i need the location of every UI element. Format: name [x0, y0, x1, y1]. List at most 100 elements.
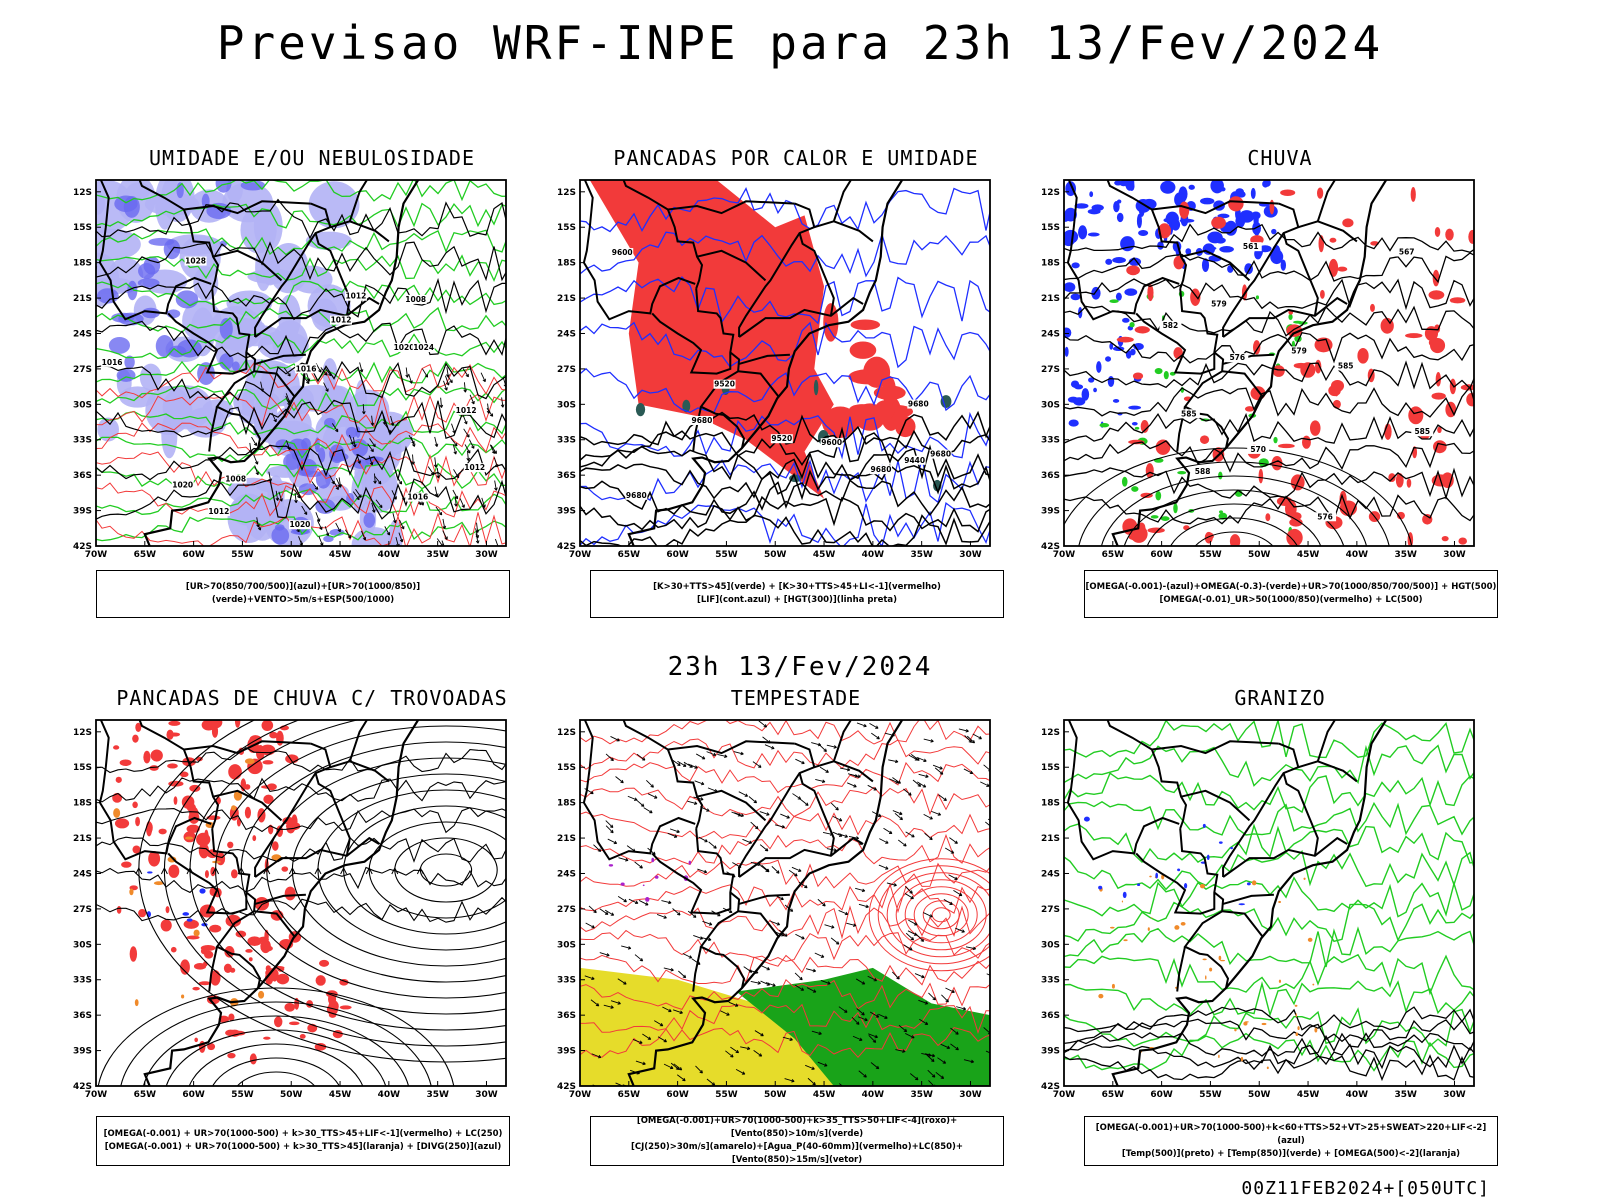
severe-storm-area — [643, 884, 645, 886]
omega500-area — [1308, 938, 1313, 942]
legend-line: [K>30+TTS>45](verde) + [K>30+TTS>45+LI<-… — [653, 581, 941, 594]
thunderstorm-area — [289, 1021, 300, 1025]
convection-area-orange — [194, 930, 200, 937]
wind-vector — [702, 921, 711, 925]
omega500-area — [1279, 980, 1281, 983]
convection-area-orange — [135, 999, 139, 1006]
rain-area-red — [1117, 337, 1134, 343]
temp850-contour — [1054, 802, 1478, 835]
legend-line: [OMEGA(-0.001)+UR>70(1000-500)+k>35_TTS>… — [591, 1115, 1003, 1141]
thunderstorm-area — [120, 759, 132, 766]
omega-area-blue — [1074, 384, 1083, 389]
omega500-area — [1303, 878, 1305, 880]
hgt-label: 9520 — [771, 434, 792, 443]
wind-vector — [792, 794, 800, 800]
lat-label: 12S — [73, 188, 92, 198]
weather-map: 12S 15S 18S 21S 24S 27S 30S 33S 36S 39S 42S70W 65W 6… — [66, 712, 536, 1112]
thunderstorm-area — [113, 745, 119, 749]
wind-vector — [481, 373, 485, 382]
thunderstorm-area — [143, 751, 150, 764]
omega-area-blue — [1108, 376, 1114, 387]
wind-vector — [254, 455, 258, 464]
stream-arrow — [161, 1098, 167, 1104]
isobar-label: 1016 — [407, 493, 428, 502]
rain-area-red — [1211, 217, 1226, 229]
omega-area-blue — [1171, 219, 1180, 231]
lat-label: 15S — [1041, 763, 1060, 773]
severe-storm-area — [655, 875, 659, 878]
rain-area-red — [1200, 435, 1209, 444]
omega500-area — [1243, 1022, 1247, 1026]
omega-area-green — [1177, 471, 1186, 474]
omega-area-blue — [1119, 180, 1127, 186]
convection-area-orange — [129, 889, 133, 896]
wind-vector — [443, 519, 446, 529]
political-border — [1181, 251, 1249, 281]
hgt500-label: 579 — [1211, 300, 1227, 309]
isobar-label: 1020 — [394, 343, 415, 352]
wind-vector — [770, 921, 779, 925]
rain-area-red — [1432, 393, 1446, 400]
thunderstorm-area — [192, 987, 199, 991]
stream-arrow — [1141, 558, 1147, 564]
page-title: Previsao WRF-INPE para 23h 13/Fev/2024 — [0, 16, 1600, 70]
rain-area-red — [1179, 201, 1189, 218]
wind-vector — [761, 965, 770, 969]
thunderstorm-area — [130, 946, 137, 962]
wind-vector — [589, 906, 596, 913]
omega-area-green — [1218, 472, 1222, 480]
thunderstorm-area — [151, 750, 163, 762]
wind-vector — [494, 458, 498, 468]
legend-line: [OMEGA(-0.001)+UR>70(1000-500)+k<60+TTS>… — [1085, 1122, 1497, 1148]
wind-vector — [931, 811, 940, 815]
wind-vector — [696, 754, 705, 759]
wind-vector — [760, 812, 769, 816]
lon-label: 45W — [1297, 1090, 1320, 1100]
rain-area-red — [1342, 218, 1353, 227]
omega500-area — [1252, 880, 1256, 885]
lat-label: 33S — [557, 436, 576, 446]
wind-vector — [944, 899, 953, 904]
wind-vector — [434, 457, 437, 467]
wind-vector — [316, 512, 320, 521]
moisture-area — [814, 380, 819, 395]
wind-vector — [775, 825, 785, 828]
lon-label: 55W — [1199, 1090, 1222, 1100]
omega500-area — [1203, 959, 1207, 961]
wind-vector — [919, 774, 929, 777]
rain-area-red — [1300, 362, 1315, 377]
thunderstorm-area — [245, 949, 252, 953]
isobar-label: 1024 — [413, 343, 434, 352]
thunderstorm-area — [263, 1037, 270, 1040]
map-frame — [1064, 720, 1474, 1086]
lat-label: 27S — [73, 905, 92, 915]
thunderstorm-area — [138, 909, 146, 917]
omega-area-blue — [1262, 180, 1269, 187]
thunderstorm-area — [340, 1005, 352, 1009]
omega-area-blue — [1105, 259, 1112, 265]
omega-area-blue — [1073, 397, 1085, 405]
rain-area-red — [1126, 265, 1140, 275]
omega-area-blue — [1219, 246, 1234, 253]
omega-area-green — [1273, 437, 1277, 443]
hail-risk-area — [1184, 883, 1187, 888]
lat-label: 27S — [557, 905, 576, 915]
thunderstorm-area — [210, 867, 215, 876]
wind-vector — [806, 969, 816, 972]
lat-label: 18S — [73, 259, 92, 269]
omega-area-blue — [1254, 229, 1259, 236]
moisture-area — [636, 403, 645, 416]
thunderstorm-area — [202, 719, 216, 730]
wind-vector — [249, 443, 252, 453]
wind-vector — [670, 829, 679, 833]
omega500-area — [1262, 1023, 1267, 1025]
political-border — [701, 892, 744, 988]
omega-area-blue — [1088, 209, 1101, 214]
hgt500-label: 585 — [1414, 427, 1430, 436]
lat-label: 15S — [557, 763, 576, 773]
wind-vector — [621, 946, 631, 949]
lon-label: 60W — [182, 550, 205, 560]
lon-label: 50W — [1248, 550, 1271, 560]
lat-label: 30S — [1041, 940, 1060, 950]
thunderstorm-area — [194, 1038, 198, 1043]
